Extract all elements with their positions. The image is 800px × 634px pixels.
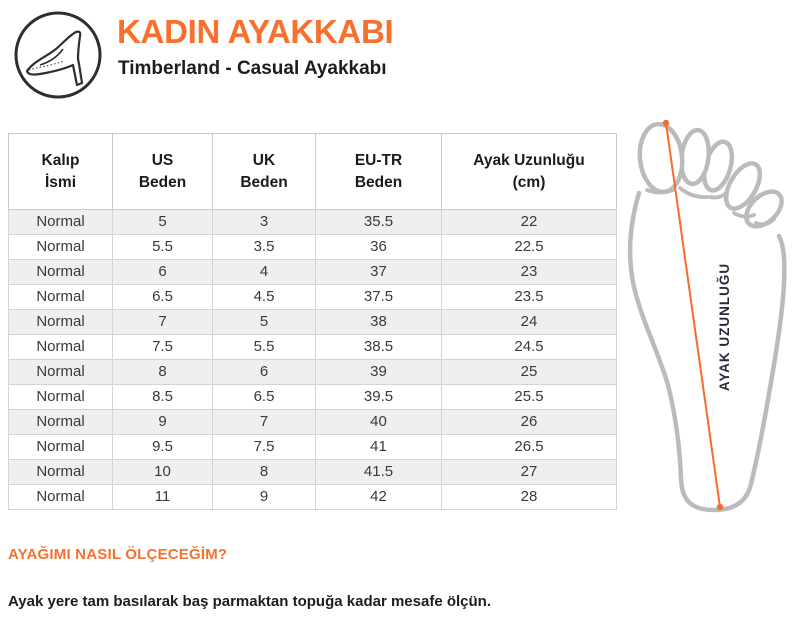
table-cell: 25.5 bbox=[441, 384, 617, 410]
table-cell: Normal bbox=[8, 384, 113, 410]
table-cell: 6.5 bbox=[112, 284, 213, 310]
table-cell: 11 bbox=[112, 484, 213, 510]
table-cell: 23.5 bbox=[441, 284, 617, 310]
size-table: Kalıp İsmi US Beden UK Beden EU-TR Beden… bbox=[8, 133, 617, 510]
table-cell: Normal bbox=[8, 209, 113, 235]
table-cell: 27 bbox=[441, 459, 617, 485]
foot-sole-outline-icon bbox=[627, 121, 787, 513]
table-row: Normal 6.5 4.5 37.5 23.5 bbox=[8, 284, 617, 310]
table-cell: 8 bbox=[212, 459, 316, 485]
table-cell: 38.5 bbox=[315, 334, 442, 360]
table-cell: 8.5 bbox=[112, 384, 213, 410]
table-cell: 26 bbox=[441, 409, 617, 435]
table-row: Normal 8 6 39 25 bbox=[8, 359, 617, 385]
table-cell: 23 bbox=[441, 259, 617, 285]
table-cell: 9 bbox=[112, 409, 213, 435]
table-row: Normal 9.5 7.5 41 26.5 bbox=[8, 434, 617, 460]
table-cell: 3 bbox=[212, 209, 316, 235]
page-title: KADIN AYAKKABI bbox=[117, 13, 394, 50]
table-cell: 41.5 bbox=[315, 459, 442, 485]
table-cell: Normal bbox=[8, 459, 113, 485]
foot-measurement-diagram: AYAK UZUNLUĞU bbox=[618, 105, 798, 525]
table-cell: 26.5 bbox=[441, 434, 617, 460]
col-header-uk-beden: UK Beden bbox=[212, 133, 316, 210]
table-cell: 5.5 bbox=[212, 334, 316, 360]
table-cell: Normal bbox=[8, 359, 113, 385]
table-cell: 39.5 bbox=[315, 384, 442, 410]
table-cell: Normal bbox=[8, 309, 113, 335]
table-row: Normal 5 3 35.5 22 bbox=[8, 209, 617, 235]
table-cell: Normal bbox=[8, 259, 113, 285]
table-row: Normal 10 8 41.5 27 bbox=[8, 459, 617, 485]
table-cell: 36 bbox=[315, 234, 442, 260]
foot-length-label: AYAK UZUNLUĞU bbox=[717, 263, 732, 391]
table-cell: 42 bbox=[315, 484, 442, 510]
table-cell: Normal bbox=[8, 234, 113, 260]
table-cell: 28 bbox=[441, 484, 617, 510]
table-cell: 22.5 bbox=[441, 234, 617, 260]
table-cell: 22 bbox=[441, 209, 617, 235]
table-cell: Normal bbox=[8, 334, 113, 360]
table-row: Normal 8.5 6.5 39.5 25.5 bbox=[8, 384, 617, 410]
table-cell: 7.5 bbox=[112, 334, 213, 360]
table-cell: 3.5 bbox=[212, 234, 316, 260]
table-cell: 40 bbox=[315, 409, 442, 435]
size-table-body: Normal 5 3 35.5 22 Normal 5.5 3.5 36 22.5 Normal 6 4… bbox=[8, 209, 617, 510]
table-cell: 41 bbox=[315, 434, 442, 460]
page-subtitle: Timberland - Casual Ayakkabı bbox=[118, 58, 387, 79]
table-cell: 5 bbox=[212, 309, 316, 335]
size-table-header: Kalıp İsmi US Beden UK Beden EU-TR Beden… bbox=[8, 133, 617, 210]
table-row: Normal 7 5 38 24 bbox=[8, 309, 617, 335]
table-cell: Normal bbox=[8, 284, 113, 310]
table-cell: 24.5 bbox=[441, 334, 617, 360]
table-row: Normal 6 4 37 23 bbox=[8, 259, 617, 285]
table-cell: 8 bbox=[112, 359, 213, 385]
table-cell: 5 bbox=[112, 209, 213, 235]
table-cell: 4.5 bbox=[212, 284, 316, 310]
high-heel-shoe-icon bbox=[12, 9, 104, 101]
measure-heading: AYAĞIMI NASIL ÖLÇECEĞİM? bbox=[8, 546, 228, 563]
table-cell: 38 bbox=[315, 309, 442, 335]
measurement-line bbox=[662, 119, 724, 511]
table-cell: 10 bbox=[112, 459, 213, 485]
table-cell: Normal bbox=[8, 409, 113, 435]
table-cell: 7 bbox=[212, 409, 316, 435]
table-cell: Normal bbox=[8, 434, 113, 460]
table-cell: 9 bbox=[212, 484, 316, 510]
table-row: Normal 7.5 5.5 38.5 24.5 bbox=[8, 334, 617, 360]
table-cell: 5.5 bbox=[112, 234, 213, 260]
table-cell: Normal bbox=[8, 484, 113, 510]
table-cell: 37.5 bbox=[315, 284, 442, 310]
table-cell: 6 bbox=[212, 359, 316, 385]
table-cell: 35.5 bbox=[315, 209, 442, 235]
measure-instruction: Ayak yere tam basılarak baş parmaktan to… bbox=[8, 593, 491, 610]
table-cell: 6.5 bbox=[212, 384, 316, 410]
table-cell: 7.5 bbox=[212, 434, 316, 460]
table-cell: 4 bbox=[212, 259, 316, 285]
table-cell: 25 bbox=[441, 359, 617, 385]
table-cell: 7 bbox=[112, 309, 213, 335]
table-row: Normal 9 7 40 26 bbox=[8, 409, 617, 435]
col-header-kalip-ismi: Kalıp İsmi bbox=[8, 133, 113, 210]
table-cell: 24 bbox=[441, 309, 617, 335]
table-cell: 39 bbox=[315, 359, 442, 385]
table-cell: 6 bbox=[112, 259, 213, 285]
table-header-row: Kalıp İsmi US Beden UK Beden EU-TR Beden… bbox=[8, 133, 617, 210]
table-row: Normal 11 9 42 28 bbox=[8, 484, 617, 510]
table-cell: 37 bbox=[315, 259, 442, 285]
table-row: Normal 5.5 3.5 36 22.5 bbox=[8, 234, 617, 260]
table-cell: 9.5 bbox=[112, 434, 213, 460]
col-header-ayak-uzunlugu: Ayak Uzunluğu (cm) bbox=[441, 133, 617, 210]
col-header-eu-tr-beden: EU-TR Beden bbox=[315, 133, 442, 210]
col-header-us-beden: US Beden bbox=[112, 133, 213, 210]
